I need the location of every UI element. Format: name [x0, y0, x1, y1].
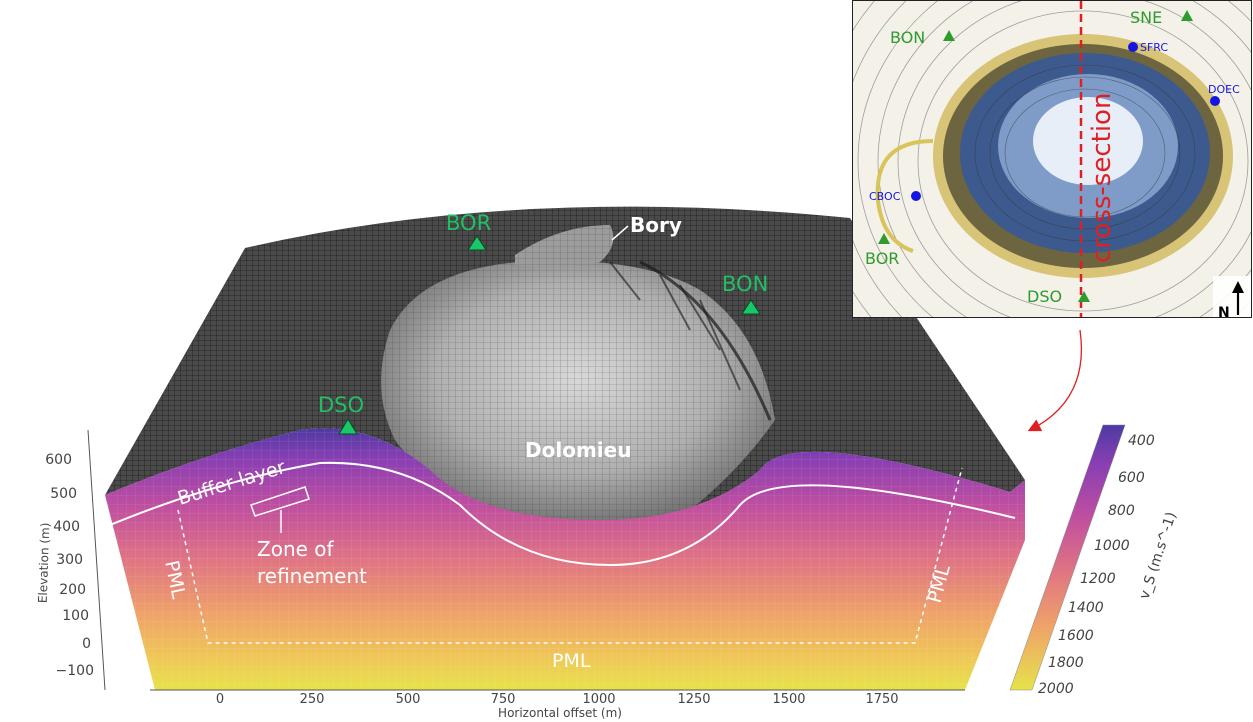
label-dolomieu: Dolomieu	[525, 438, 631, 462]
x-tick: 750	[491, 692, 516, 707]
north-label: N	[1218, 305, 1230, 318]
y-tick: 600	[45, 452, 72, 468]
x-tick: 1500	[772, 692, 805, 707]
inset-station-label: SNE	[1130, 8, 1162, 27]
colorbar-tick: 600	[1118, 470, 1145, 486]
station-bor: BOR	[446, 211, 491, 251]
colorbar-label: v_S (m.s^-1)	[1137, 510, 1180, 601]
seismometer-dot-icon	[1210, 96, 1220, 106]
cross-section-label: cross-section	[1087, 93, 1117, 263]
x-axis-label: Horizontal offset (m)	[498, 706, 622, 720]
y-axis	[87, 429, 106, 691]
inset-station-label: BOR	[865, 249, 899, 268]
station-label-dso: DSO	[318, 393, 364, 417]
x-tick: 500	[396, 692, 421, 707]
model-top-surface	[105, 206, 1025, 522]
y-tick: 100	[62, 608, 89, 624]
seismometer-label: SFRC	[1140, 41, 1168, 54]
station-triangle-icon	[1181, 10, 1193, 21]
x-tick: 1750	[865, 692, 898, 707]
colorbar-tick: 800	[1108, 503, 1135, 519]
colorbar-tick: 400	[1128, 433, 1155, 449]
y-tick: 500	[50, 486, 77, 502]
y-tick: −100	[56, 663, 94, 679]
y-tick: 400	[53, 519, 80, 535]
station-triangle-icon	[943, 30, 955, 41]
x-tick: 1000	[582, 692, 615, 707]
seismometer-label: DOEC	[1208, 83, 1240, 96]
colorbar-tick: 2000	[1038, 681, 1074, 697]
seismometer-dot-icon	[1128, 42, 1138, 52]
station-label-bor: BOR	[446, 211, 491, 235]
station-dso: DSO	[318, 393, 364, 435]
label-refinement: refinement	[257, 564, 367, 588]
station-bon: BON	[722, 272, 768, 315]
y-tick: 0	[82, 636, 91, 652]
x-tick: 1250	[677, 692, 710, 707]
station-triangle-icon	[878, 233, 890, 244]
model-cross-section	[105, 428, 1025, 690]
colorbar-tick: 1800	[1048, 655, 1084, 671]
refinement-box	[250, 486, 310, 517]
pml-boundary	[177, 467, 963, 644]
station-label-bon: BON	[722, 272, 768, 296]
inset-station-label: DSO	[1027, 287, 1062, 306]
station-triangle-icon	[741, 299, 761, 315]
colorbar-tick: 1600	[1058, 628, 1094, 644]
station-triangle-icon	[467, 235, 487, 251]
y-tick: 200	[59, 582, 86, 598]
link-arrow	[1027, 329, 1083, 432]
y-tick: 300	[56, 552, 83, 568]
colorbar-tick: 1000	[1094, 538, 1130, 554]
label-pml-bottom: PML	[552, 650, 591, 672]
colorbar: 400 600 800 1000 1200 1400 1600 1800 200…	[1009, 424, 1180, 697]
station-triangle-icon	[1078, 291, 1090, 302]
seismometer-dot-icon	[911, 191, 921, 201]
label-zone-of: Zone of	[257, 537, 335, 561]
inset-station-label: BON	[890, 28, 925, 47]
colorbar-tick: 1400	[1068, 600, 1104, 616]
colorbar-tick: 1200	[1080, 571, 1116, 587]
x-tick: 0	[216, 692, 224, 707]
y-axis-label: Elevation (m)	[36, 522, 53, 603]
station-triangle-icon	[338, 418, 358, 435]
label-bory: Bory	[630, 213, 682, 237]
inset-map: cross-section BON SNE BOR DSO SFRC DOEC …	[852, 0, 1252, 318]
buffer-layer-line	[109, 461, 1016, 567]
seismometer-label: CBOC	[869, 190, 901, 203]
x-tick: 250	[300, 692, 325, 707]
